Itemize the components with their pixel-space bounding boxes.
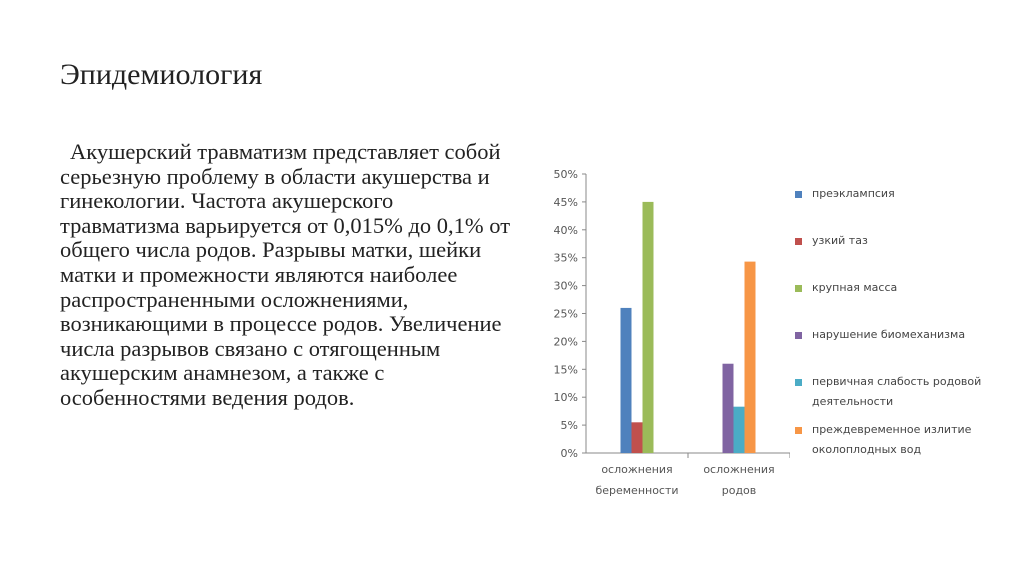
- y-tick-label: 35%: [554, 252, 578, 265]
- legend-label: преждевременное излитие околоплодных вод: [812, 423, 972, 456]
- chart-plot: 0% 5% 10% 15% 20% 25% 30% 35% 40% 45% 50% осложнени…: [554, 168, 790, 497]
- x-category-label: осложнения родов: [703, 463, 774, 497]
- y-tick-label: 40%: [554, 224, 578, 237]
- y-tick-label: 25%: [554, 308, 578, 321]
- y-tick-label: 20%: [554, 335, 578, 348]
- y-tick-label: 0%: [561, 447, 578, 460]
- legend-label: нарушение биомеханизма: [812, 328, 966, 341]
- legend-swatch: [795, 379, 802, 386]
- legend-label: преэклампсия: [812, 187, 895, 200]
- bar-нарушение-биомеханизма: [722, 363, 734, 453]
- y-tick-label: 45%: [554, 196, 578, 209]
- bar-узкий-таз: [631, 422, 643, 453]
- y-tick-label: 15%: [554, 363, 578, 376]
- y-tick-label: 50%: [554, 168, 578, 181]
- bar-преэклампсия: [620, 307, 632, 453]
- y-tick-label: 10%: [554, 391, 578, 404]
- x-category-label: осложнения беременности: [595, 463, 678, 497]
- legend-swatch: [795, 191, 802, 198]
- bar-крупная-масса: [642, 201, 654, 453]
- bar-chart: 0% 5% 10% 15% 20% 25% 30% 35% 40% 45% 50% осложнени…: [540, 160, 1010, 520]
- legend-label: первичная слабость родовой деятельности: [812, 375, 982, 408]
- y-tick-label: 30%: [554, 280, 578, 293]
- bar-преждевременное-излитие-околоплодных-вод: [744, 261, 756, 453]
- slide-title: Эпидемиология: [60, 58, 263, 91]
- legend-swatch: [795, 427, 802, 434]
- legend-swatch: [795, 238, 802, 245]
- legend-swatch: [795, 332, 802, 339]
- legend-swatch: [795, 285, 802, 292]
- bar-первичная-слабость-родовой-деятельности: [733, 406, 745, 453]
- legend-label: узкий таз: [812, 234, 868, 247]
- y-tick-label: 5%: [561, 419, 578, 432]
- legend-label: крупная масса: [812, 281, 898, 294]
- slide-body-text: Акушерский травматизм представляет собой…: [60, 139, 511, 410]
